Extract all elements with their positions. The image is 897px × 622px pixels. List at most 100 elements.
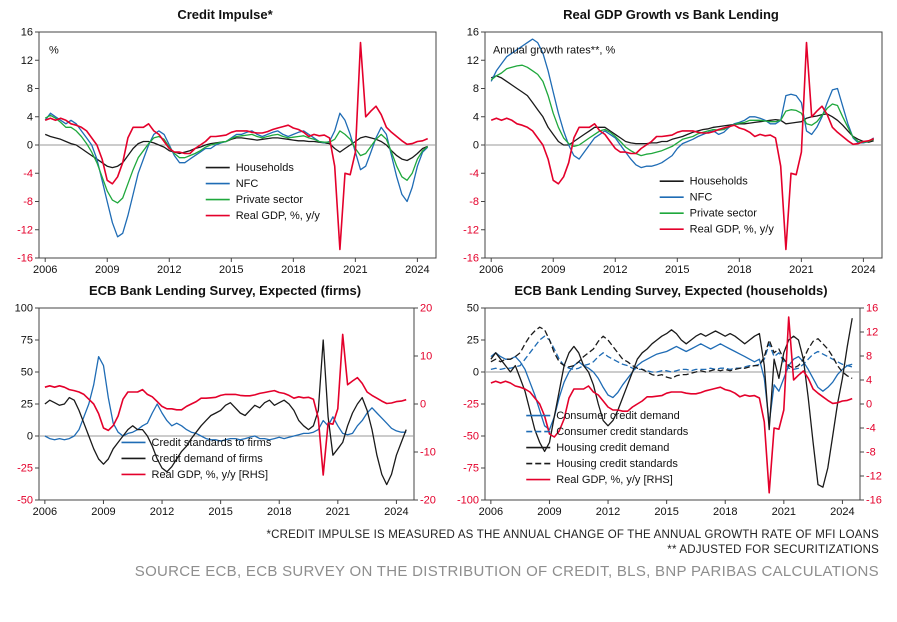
series-line bbox=[490, 38, 875, 169]
series-line bbox=[44, 112, 429, 238]
page-root: Credit Impulse* 16 12 8 4 0 -4 -8 -12 -16 2006 200… bbox=[2, 6, 895, 580]
series-line bbox=[44, 333, 407, 476]
plot-annotation: Annual growth rates**, % bbox=[493, 45, 616, 57]
x-tick-label: 2006 bbox=[33, 506, 57, 518]
y-tick-label: -8 bbox=[469, 196, 479, 208]
y-right-tick-label: 0 bbox=[420, 399, 426, 411]
legend-label: Housing credit standards bbox=[556, 458, 678, 470]
x-tick-label: 2018 bbox=[281, 264, 305, 276]
chart-panel-bls-firms: ECB Bank Lending Survey, Expected (firms… bbox=[2, 282, 448, 518]
series-line bbox=[490, 335, 853, 373]
footer: *CREDIT IMPULSE IS MEASURED AS THE ANNUA… bbox=[2, 528, 895, 580]
y-tick-label: -50 bbox=[17, 495, 33, 507]
x-tick-label: 2018 bbox=[727, 264, 751, 276]
y-tick-label: -75 bbox=[463, 463, 479, 475]
legend-label: Private sector bbox=[236, 194, 304, 206]
legend-label: Housing credit demand bbox=[556, 442, 669, 454]
plot-frame bbox=[484, 307, 861, 501]
chart-title-bls-firms: ECB Bank Lending Survey, Expected (firms… bbox=[88, 283, 362, 298]
y-right-tick-label: 4 bbox=[866, 375, 872, 387]
series-line bbox=[490, 41, 875, 251]
y-right-tick-label: -12 bbox=[866, 471, 882, 483]
y-right-tick-label: 20 bbox=[420, 303, 432, 315]
y-tick-label: -100 bbox=[457, 495, 479, 507]
y-tick-label: 16 bbox=[21, 27, 33, 39]
series-line bbox=[44, 41, 429, 251]
series-line bbox=[490, 64, 874, 157]
x-tick-label: 2024 bbox=[851, 264, 875, 276]
x-tick-label: 2009 bbox=[537, 506, 561, 518]
legend-label: Credit standards to firms bbox=[152, 437, 272, 449]
y-tick-label: 50 bbox=[467, 303, 479, 315]
y-tick-label: 0 bbox=[473, 140, 479, 152]
y-tick-label: -4 bbox=[23, 168, 33, 180]
y-tick-label: 12 bbox=[467, 55, 479, 67]
x-tick-label: 2024 bbox=[830, 506, 854, 518]
y-tick-label: 100 bbox=[15, 303, 33, 315]
y-right-tick-label: -4 bbox=[866, 423, 876, 435]
x-tick-label: 2024 bbox=[384, 506, 408, 518]
y-tick-label: -50 bbox=[463, 431, 479, 443]
chart-title-credit-impulse: Credit Impulse* bbox=[177, 7, 273, 22]
series-line bbox=[44, 133, 428, 169]
x-tick-label: 2009 bbox=[541, 264, 565, 276]
y-right-tick-label: -16 bbox=[866, 495, 882, 507]
legend-label: Real GDP, %, y/y bbox=[236, 210, 321, 222]
series-line bbox=[490, 75, 874, 146]
chart-panel-gdp-vs-lending: Real GDP Growth vs Bank Lending 16 12 8 4 0 -… bbox=[448, 6, 894, 276]
y-right-tick-label: -20 bbox=[420, 495, 436, 507]
x-tick-label: 2015 bbox=[654, 506, 678, 518]
y-tick-label: 4 bbox=[473, 111, 479, 123]
y-tick-label: 75 bbox=[21, 335, 33, 347]
legend-label: Consumer credit standards bbox=[556, 426, 689, 438]
legend-label: Real GDP, %, y/y bbox=[690, 224, 775, 236]
x-tick-label: 2015 bbox=[208, 506, 232, 518]
x-tick-label: 2009 bbox=[95, 264, 119, 276]
y-tick-label: 8 bbox=[473, 83, 479, 95]
y-right-tick-label: 10 bbox=[420, 351, 432, 363]
y-tick-label: 12 bbox=[21, 55, 33, 67]
y-tick-label: -12 bbox=[463, 224, 479, 236]
x-tick-label: 2012 bbox=[157, 264, 181, 276]
legend-label: Households bbox=[236, 162, 295, 174]
x-tick-label: 2021 bbox=[326, 506, 350, 518]
chart-panel-bls-households: ECB Bank Lending Survey, Expected (house… bbox=[448, 282, 894, 518]
legend-label: NFC bbox=[690, 192, 713, 204]
y-tick-label: 16 bbox=[467, 27, 479, 39]
y-tick-label: 0 bbox=[27, 431, 33, 443]
x-tick-label: 2012 bbox=[596, 506, 620, 518]
chart-title-bls-households: ECB Bank Lending Survey, Expected (house… bbox=[514, 283, 828, 298]
chart-panel-credit-impulse: Credit Impulse* 16 12 8 4 0 -4 -8 -12 -16 2006 200… bbox=[2, 6, 448, 276]
bls-households-chart: 50 25 0 -25 -50 -75 -100 16 12 8 4 0 -4 -8 -12 -16 2006 2… bbox=[457, 303, 882, 519]
y-tick-label: -25 bbox=[17, 463, 33, 475]
y-tick-label: -4 bbox=[469, 168, 479, 180]
x-tick-label: 2009 bbox=[91, 506, 115, 518]
y-tick-label: -16 bbox=[463, 253, 479, 265]
plot-annotation: % bbox=[49, 45, 59, 57]
y-right-tick-label: 12 bbox=[866, 327, 878, 339]
y-right-tick-label: 0 bbox=[866, 399, 872, 411]
y-tick-label: 25 bbox=[21, 399, 33, 411]
y-tick-label: 0 bbox=[27, 140, 33, 152]
series-line bbox=[44, 114, 429, 204]
legend-label: Credit demand of firms bbox=[152, 453, 264, 465]
chart-title-gdp-vs-lending: Real GDP Growth vs Bank Lending bbox=[563, 7, 779, 22]
y-tick-label: -8 bbox=[23, 196, 33, 208]
y-tick-label: 8 bbox=[27, 83, 33, 95]
y-right-tick-label: 16 bbox=[866, 303, 878, 315]
y-tick-label: 0 bbox=[473, 367, 479, 379]
y-tick-label: -25 bbox=[463, 399, 479, 411]
series-line bbox=[44, 339, 407, 486]
x-tick-label: 2018 bbox=[267, 506, 291, 518]
x-tick-label: 2012 bbox=[603, 264, 627, 276]
footnote-securitizations: ** ADJUSTED FOR SECURITIZATIONS bbox=[667, 544, 879, 556]
series-line bbox=[490, 326, 853, 380]
x-tick-label: 2018 bbox=[713, 506, 737, 518]
x-tick-label: 2015 bbox=[665, 264, 689, 276]
x-tick-label: 2006 bbox=[479, 264, 503, 276]
y-tick-label: 50 bbox=[21, 367, 33, 379]
x-tick-label: 2021 bbox=[343, 264, 367, 276]
y-right-tick-label: -8 bbox=[866, 447, 876, 459]
